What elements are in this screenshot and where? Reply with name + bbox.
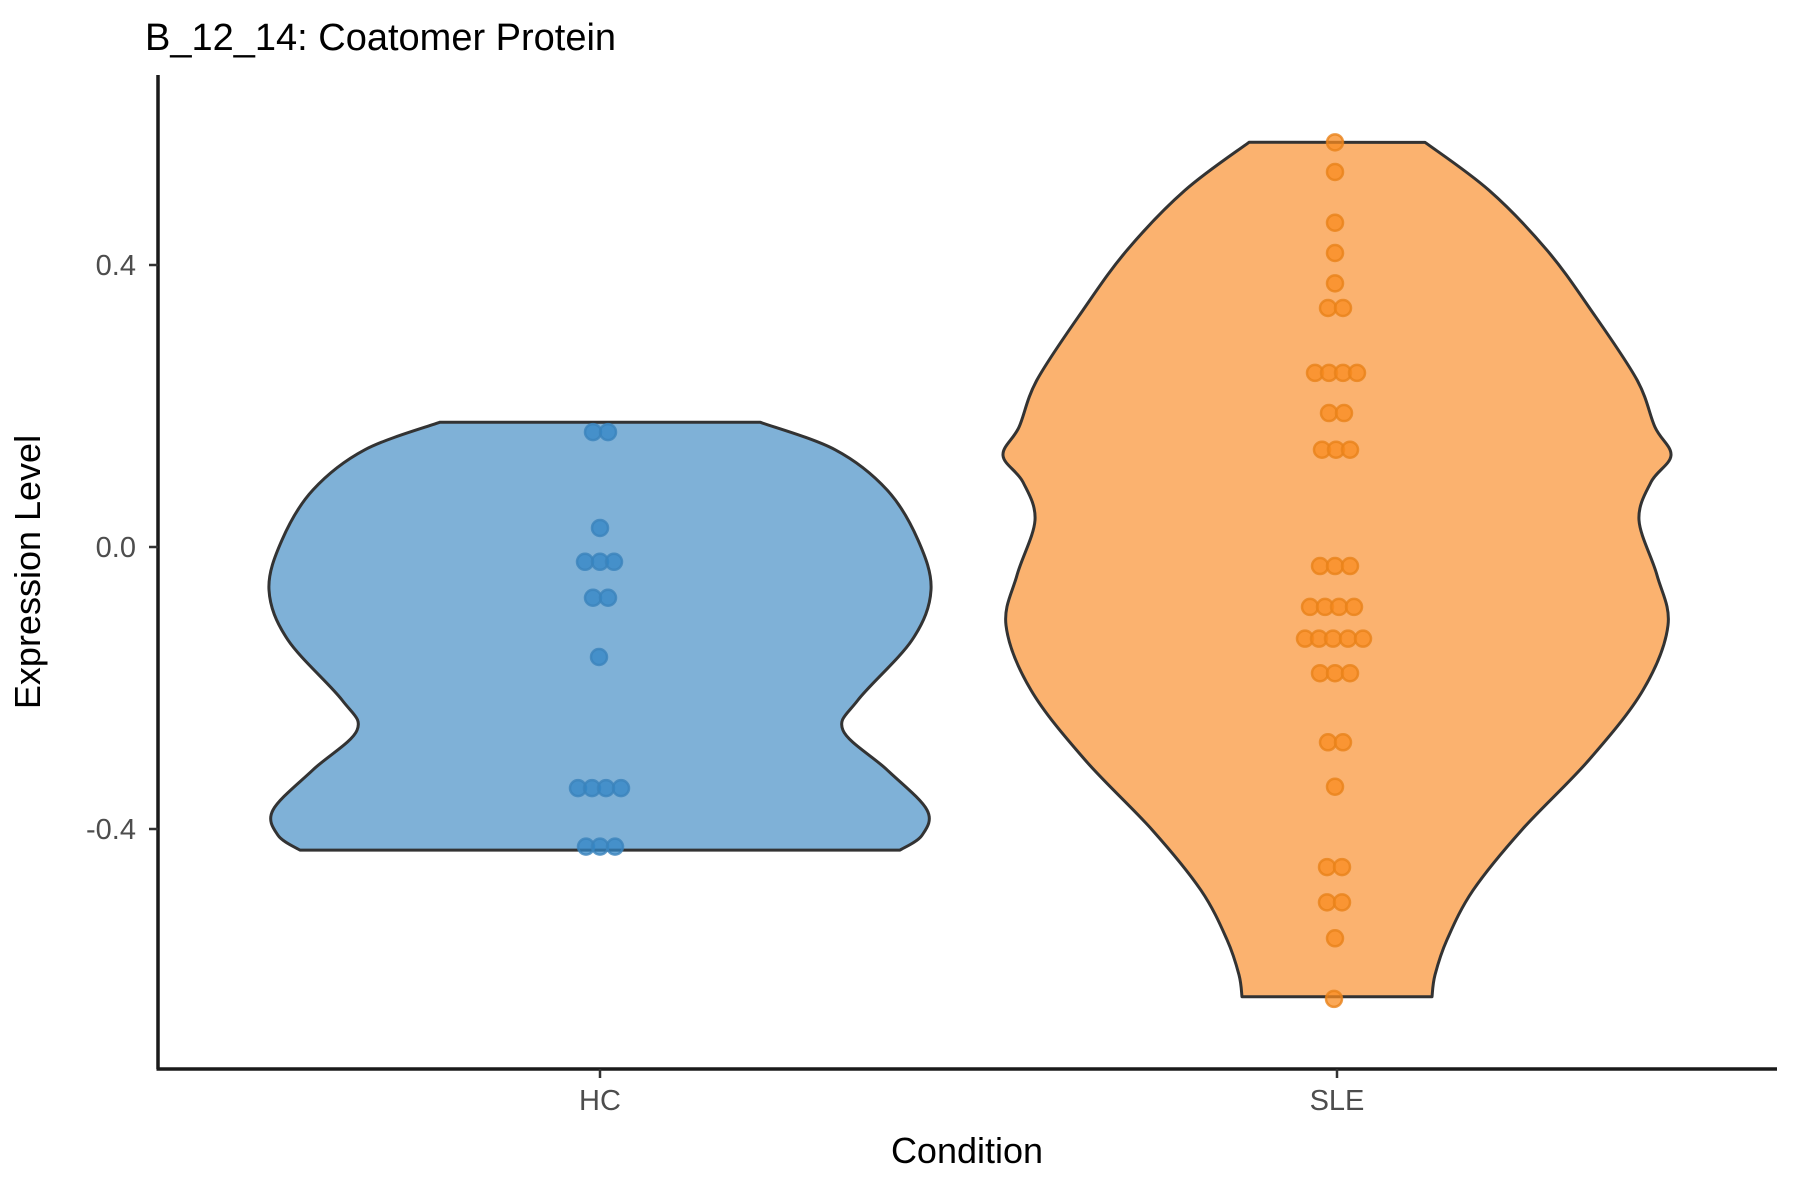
data-point	[1340, 440, 1360, 459]
data-point	[1325, 274, 1345, 293]
data-point	[1318, 298, 1338, 318]
data-point	[605, 837, 625, 856]
data-point	[1317, 893, 1337, 912]
data-point	[590, 837, 610, 856]
axes-layer	[156, 75, 1777, 1071]
data-point	[611, 778, 631, 798]
data-point	[598, 422, 618, 442]
data-point	[1324, 989, 1344, 1009]
jitter-points-hc	[568, 422, 631, 856]
data-point	[1333, 733, 1353, 752]
x-axis-title: Condition	[891, 1130, 1043, 1171]
data-point	[1332, 893, 1352, 912]
data-point	[575, 552, 595, 572]
data-point	[590, 518, 610, 538]
data-point	[1325, 663, 1345, 683]
x-tick-label-hc: HC	[579, 1085, 621, 1117]
data-point	[1329, 597, 1349, 617]
data-point	[604, 552, 624, 572]
data-point	[1323, 629, 1343, 648]
y-tick-label: -0.4	[86, 814, 136, 846]
data-point	[1325, 133, 1345, 152]
data-point	[1334, 403, 1354, 423]
data-point	[589, 647, 609, 667]
data-point	[1325, 213, 1345, 232]
points-layer	[568, 133, 1373, 1009]
data-point	[1338, 629, 1358, 648]
data-point	[1340, 663, 1360, 683]
data-point	[583, 422, 603, 442]
data-point	[1325, 243, 1345, 263]
data-point	[1300, 597, 1320, 617]
data-point	[1325, 929, 1345, 948]
data-point	[1333, 298, 1353, 318]
plot-title: B_12_14: Coatomer Protein	[145, 17, 616, 59]
data-point	[596, 778, 616, 798]
y-tick-label: 0.4	[96, 250, 136, 282]
data-point	[1325, 777, 1345, 796]
x-tick-label-sle: SLE	[1310, 1085, 1365, 1117]
data-point	[1317, 857, 1337, 877]
jitter-points-sle	[1295, 133, 1373, 1009]
data-point	[1318, 733, 1338, 752]
data-point	[1347, 363, 1367, 383]
violins-layer	[267, 140, 1673, 999]
data-point	[1332, 857, 1352, 877]
ticks-layer: 0.4 0.0 -0.4 HC SLE	[86, 250, 1364, 1117]
data-point	[1353, 629, 1373, 648]
violin-hc	[267, 420, 933, 852]
y-axis-title: Expression Level	[7, 435, 48, 709]
data-point	[1310, 663, 1330, 683]
data-point	[598, 588, 618, 608]
data-point	[1325, 162, 1345, 182]
data-point	[1325, 556, 1345, 576]
data-point	[1344, 597, 1364, 617]
data-point	[583, 588, 603, 608]
y-tick-label: 0.0	[96, 532, 136, 564]
data-point	[1340, 556, 1360, 576]
data-point	[1310, 556, 1330, 576]
data-point	[1319, 403, 1339, 423]
